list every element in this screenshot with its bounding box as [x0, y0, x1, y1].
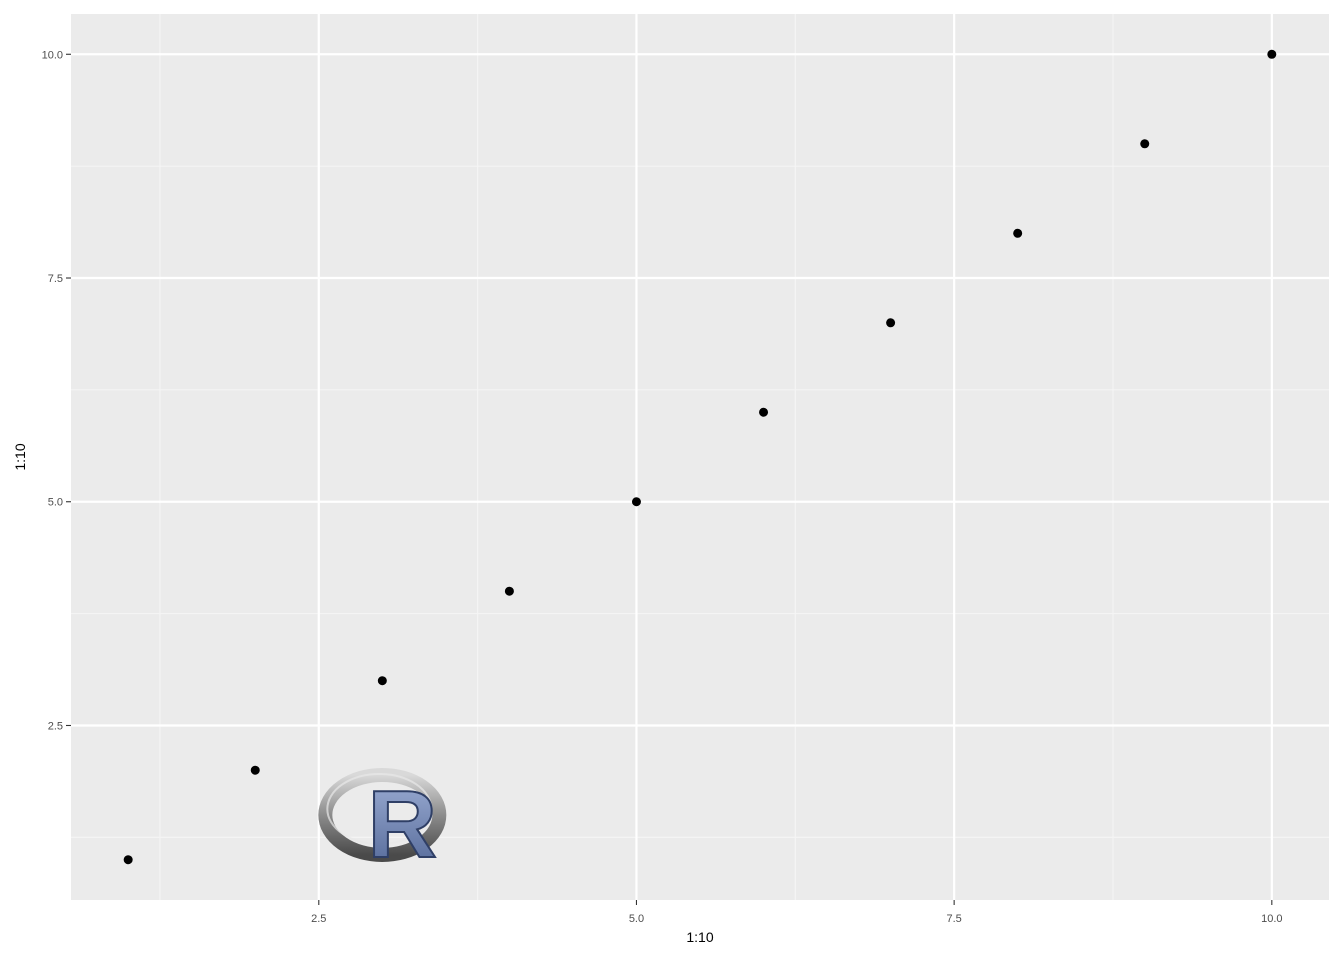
data-point: [886, 318, 896, 328]
data-point: [504, 586, 514, 596]
data-points: [123, 49, 1277, 865]
x-tick-label: 2.5: [311, 913, 326, 925]
major-gridlines: [71, 14, 1329, 900]
y-tick-label: 7.5: [48, 273, 63, 285]
data-point: [1140, 139, 1150, 149]
data-point: [123, 855, 133, 865]
minor-gridlines: [71, 14, 1329, 900]
x-tick-label: 10.0: [1261, 913, 1282, 925]
data-point: [1013, 228, 1023, 238]
data-point: [631, 497, 641, 507]
r-logo: R: [318, 767, 447, 879]
x-tick-label: 5.0: [629, 913, 644, 925]
data-point: [1267, 49, 1277, 59]
data-point: [759, 407, 769, 417]
y-tick-label: 2.5: [48, 720, 63, 732]
data-point: [377, 676, 387, 686]
plot-panel: [71, 14, 1329, 900]
logo-ring-highlight: [326, 772, 433, 845]
y-axis: 2.5 5.0 7.5 10.0: [42, 49, 71, 732]
y-tick-label: 10.0: [42, 49, 63, 61]
x-tick-label: 7.5: [946, 913, 961, 925]
x-axis-title: 1:10: [686, 929, 713, 945]
logo-letter: R: [368, 771, 437, 878]
y-tick-label: 5.0: [48, 497, 63, 509]
data-point: [250, 765, 260, 775]
y-axis-title: 1:10: [12, 443, 28, 470]
x-axis: 2.5 5.0 7.5 10.0: [311, 900, 1283, 925]
